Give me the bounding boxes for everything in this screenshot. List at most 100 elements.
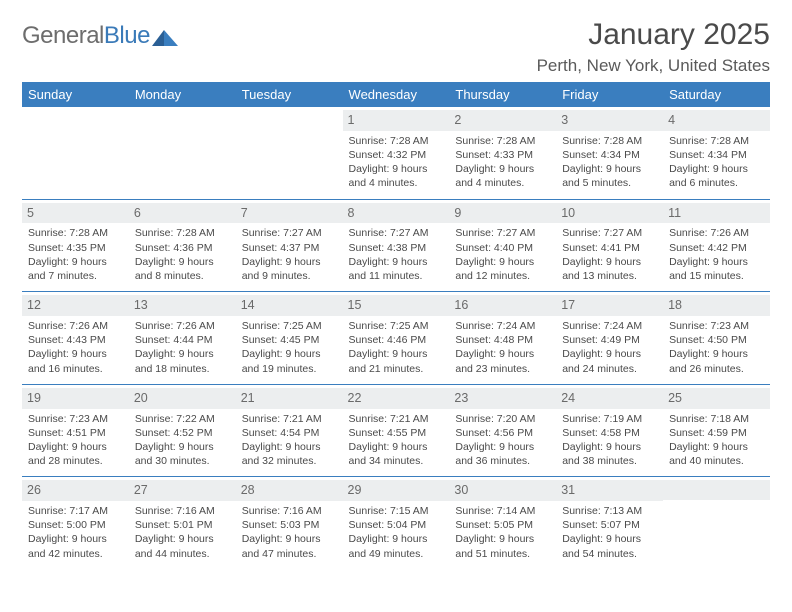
day-cell: 20Sunrise: 7:22 AMSunset: 4:52 PMDayligh… — [129, 384, 236, 477]
day-cell — [663, 477, 770, 569]
daylight-line: Daylight: 9 hours and 54 minutes. — [562, 532, 657, 560]
week-row: 26Sunrise: 7:17 AMSunset: 5:00 PMDayligh… — [22, 477, 770, 569]
sunrise-line: Sunrise: 7:28 AM — [562, 134, 657, 148]
day-number: 21 — [236, 388, 343, 409]
day-cell: 27Sunrise: 7:16 AMSunset: 5:01 PMDayligh… — [129, 477, 236, 569]
daylight-line: Daylight: 9 hours and 44 minutes. — [135, 532, 230, 560]
sunset-line: Sunset: 4:54 PM — [242, 426, 337, 440]
sunrise-line: Sunrise: 7:16 AM — [135, 504, 230, 518]
day-number: 16 — [449, 295, 556, 316]
daylight-line: Daylight: 9 hours and 16 minutes. — [28, 347, 123, 375]
sunrise-line: Sunrise: 7:21 AM — [242, 412, 337, 426]
day-cell: 8Sunrise: 7:27 AMSunset: 4:38 PMDaylight… — [343, 199, 450, 292]
weekday-friday: Friday — [556, 82, 663, 107]
daylight-line: Daylight: 9 hours and 9 minutes. — [242, 255, 337, 283]
day-number: 7 — [236, 203, 343, 224]
month-title: January 2025 — [537, 18, 770, 52]
sunrise-line: Sunrise: 7:20 AM — [455, 412, 550, 426]
sunset-line: Sunset: 4:32 PM — [349, 148, 444, 162]
day-cell: 9Sunrise: 7:27 AMSunset: 4:40 PMDaylight… — [449, 199, 556, 292]
daylight-line: Daylight: 9 hours and 38 minutes. — [562, 440, 657, 468]
sunrise-line: Sunrise: 7:27 AM — [562, 226, 657, 240]
sunset-line: Sunset: 4:59 PM — [669, 426, 764, 440]
day-cell: 28Sunrise: 7:16 AMSunset: 5:03 PMDayligh… — [236, 477, 343, 569]
day-cell: 2Sunrise: 7:28 AMSunset: 4:33 PMDaylight… — [449, 107, 556, 199]
sunset-line: Sunset: 4:43 PM — [28, 333, 123, 347]
day-cell — [236, 107, 343, 199]
sunrise-line: Sunrise: 7:18 AM — [669, 412, 764, 426]
day-cell: 10Sunrise: 7:27 AMSunset: 4:41 PMDayligh… — [556, 199, 663, 292]
day-cell: 6Sunrise: 7:28 AMSunset: 4:36 PMDaylight… — [129, 199, 236, 292]
day-number: 3 — [556, 110, 663, 131]
sunset-line: Sunset: 5:01 PM — [135, 518, 230, 532]
daylight-line: Daylight: 9 hours and 42 minutes. — [28, 532, 123, 560]
day-cell: 13Sunrise: 7:26 AMSunset: 4:44 PMDayligh… — [129, 292, 236, 385]
day-number: 17 — [556, 295, 663, 316]
day-number: 20 — [129, 388, 236, 409]
day-cell: 5Sunrise: 7:28 AMSunset: 4:35 PMDaylight… — [22, 199, 129, 292]
day-number: 14 — [236, 295, 343, 316]
sunrise-line: Sunrise: 7:13 AM — [562, 504, 657, 518]
sunrise-line: Sunrise: 7:24 AM — [455, 319, 550, 333]
daylight-line: Daylight: 9 hours and 6 minutes. — [669, 162, 764, 190]
day-cell: 22 Sunrise: 7:21 AMSunset: 4:55 PMDayligh… — [343, 384, 450, 477]
sunset-line: Sunset: 5:04 PM — [349, 518, 444, 532]
sunrise-line: Sunrise: 7:28 AM — [135, 226, 230, 240]
day-cell: 1Sunrise: 7:28 AMSunset: 4:32 PMDaylight… — [343, 107, 450, 199]
daylight-line: Daylight: 9 hours and 15 minutes. — [669, 255, 764, 283]
day-cell: 11Sunrise: 7:26 AMSunset: 4:42 PMDayligh… — [663, 199, 770, 292]
day-number: 2 — [449, 110, 556, 131]
day-number: 23 — [449, 388, 556, 409]
day-cell: 17Sunrise: 7:24 AMSunset: 4:49 PMDayligh… — [556, 292, 663, 385]
daylight-line: Daylight: 9 hours and 24 minutes. — [562, 347, 657, 375]
day-number: 24 — [556, 388, 663, 409]
day-cell: 24Sunrise: 7:19 AMSunset: 4:58 PMDayligh… — [556, 384, 663, 477]
sunset-line: Sunset: 4:42 PM — [669, 241, 764, 255]
sunrise-line: Sunrise: 7:26 AM — [28, 319, 123, 333]
daylight-line: Daylight: 9 hours and 4 minutes. — [349, 162, 444, 190]
week-row: 1Sunrise: 7:28 AMSunset: 4:32 PMDaylight… — [22, 107, 770, 199]
day-cell: 14Sunrise: 7:25 AMSunset: 4:45 PMDayligh… — [236, 292, 343, 385]
daylight-line: Daylight: 9 hours and 51 minutes. — [455, 532, 550, 560]
sunset-line: Sunset: 4:55 PM — [349, 426, 444, 440]
weekday-saturday: Saturday — [663, 82, 770, 107]
daylight-line: Daylight: 9 hours and 13 minutes. — [562, 255, 657, 283]
sunset-line: Sunset: 4:35 PM — [28, 241, 123, 255]
daylight-line: Daylight: 9 hours and 7 minutes. — [28, 255, 123, 283]
day-cell: 7Sunrise: 7:27 AMSunset: 4:37 PMDaylight… — [236, 199, 343, 292]
location: Perth, New York, United States — [537, 56, 770, 76]
day-number: 15 — [343, 295, 450, 316]
daylight-line: Daylight: 9 hours and 23 minutes. — [455, 347, 550, 375]
daylight-line: Daylight: 9 hours and 4 minutes. — [455, 162, 550, 190]
day-number: 25 — [663, 388, 770, 409]
day-number: 22 — [343, 388, 450, 409]
day-cell: 23Sunrise: 7:20 AMSunset: 4:56 PMDayligh… — [449, 384, 556, 477]
weekday-sunday: Sunday — [22, 82, 129, 107]
day-number: 30 — [449, 480, 556, 501]
sunrise-line: Sunrise: 7:21 AM — [349, 412, 444, 426]
logo-word1: General — [22, 22, 104, 49]
sunrise-line: Sunrise: 7:22 AM — [135, 412, 230, 426]
day-number: 29 — [343, 480, 450, 501]
sunrise-line: Sunrise: 7:25 AM — [349, 319, 444, 333]
day-number: 13 — [129, 295, 236, 316]
daylight-line: Daylight: 9 hours and 28 minutes. — [28, 440, 123, 468]
sunrise-line: Sunrise: 7:28 AM — [455, 134, 550, 148]
day-cell: 4Sunrise: 7:28 AMSunset: 4:34 PMDaylight… — [663, 107, 770, 199]
sunrise-line: Sunrise: 7:26 AM — [669, 226, 764, 240]
day-cell: 31Sunrise: 7:13 AMSunset: 5:07 PMDayligh… — [556, 477, 663, 569]
sunrise-line: Sunrise: 7:16 AM — [242, 504, 337, 518]
daylight-line: Daylight: 9 hours and 18 minutes. — [135, 347, 230, 375]
sunrise-line: Sunrise: 7:27 AM — [455, 226, 550, 240]
sunrise-line: Sunrise: 7:14 AM — [455, 504, 550, 518]
day-number: 19 — [22, 388, 129, 409]
day-cell: 26Sunrise: 7:17 AMSunset: 5:00 PMDayligh… — [22, 477, 129, 569]
sunset-line: Sunset: 4:46 PM — [349, 333, 444, 347]
daylight-line: Daylight: 9 hours and 34 minutes. — [349, 440, 444, 468]
daylight-line: Daylight: 9 hours and 32 minutes. — [242, 440, 337, 468]
day-cell: 3Sunrise: 7:28 AMSunset: 4:34 PMDaylight… — [556, 107, 663, 199]
weekday-monday: Monday — [129, 82, 236, 107]
sunset-line: Sunset: 4:40 PM — [455, 241, 550, 255]
calendar-table: SundayMondayTuesdayWednesdayThursdayFrid… — [22, 82, 770, 569]
day-number: 18 — [663, 295, 770, 316]
